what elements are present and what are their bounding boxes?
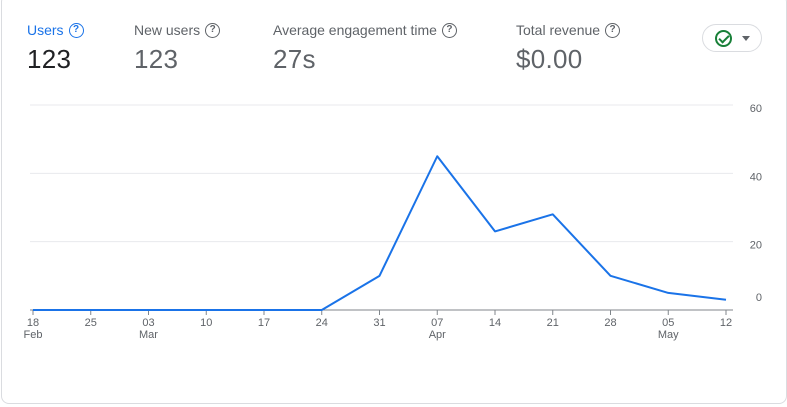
- metric-value-users: 123: [27, 44, 72, 74]
- x-tick-label: 21: [547, 317, 559, 329]
- y-tick-label: 0: [756, 292, 762, 304]
- help-icon[interactable]: ?: [68, 22, 84, 38]
- x-tick-label: 28: [604, 317, 616, 329]
- metric-value-new-users: 123: [134, 44, 179, 74]
- metric-value-total-revenue: $0.00: [516, 44, 583, 74]
- metric-label-new-users: New users: [134, 22, 201, 38]
- x-tick-label: 05: [662, 317, 674, 329]
- x-tick-month-label: Apr: [429, 329, 446, 341]
- x-tick-label: 03: [142, 317, 154, 329]
- metric-tab-new-users[interactable]: New users ? 123: [134, 20, 221, 75]
- users-series-line: [33, 155, 727, 311]
- check-circle-icon: [714, 29, 732, 47]
- x-tick-label: 18: [27, 317, 39, 329]
- x-tick-month-label: Feb: [24, 329, 43, 341]
- x-tick-label: 10: [200, 317, 212, 329]
- metric-tab-total-revenue[interactable]: Total revenue ? $0.00: [516, 20, 621, 75]
- x-tick-label: 12: [720, 317, 732, 329]
- metric-label-average-engagement-time: Average engagement time: [273, 22, 437, 38]
- x-tick-label: 14: [489, 317, 501, 329]
- x-tick-label: 25: [85, 317, 97, 329]
- caret-down-icon: [741, 35, 750, 41]
- x-tick-month-label: Mar: [139, 329, 158, 341]
- help-icon[interactable]: ?: [605, 22, 621, 38]
- comparison-menu-button[interactable]: [702, 24, 762, 52]
- help-icon[interactable]: ?: [205, 22, 221, 38]
- metric-label-total-revenue: Total revenue: [516, 22, 601, 38]
- metric-tab-users[interactable]: Users ? 123: [27, 20, 84, 75]
- help-icon[interactable]: ?: [441, 22, 457, 38]
- metric-tab-average-engagement-time[interactable]: Average engagement time ? 27s: [273, 20, 457, 75]
- y-tick-label: 60: [750, 103, 762, 115]
- metric-label-users: Users: [27, 22, 64, 38]
- metric-value-average-engagement-time: 27s: [273, 44, 316, 74]
- y-tick-label: 40: [750, 171, 762, 183]
- x-tick-label: 17: [258, 317, 270, 329]
- x-tick-label: 24: [316, 317, 328, 329]
- x-tick-month-label: May: [658, 329, 679, 341]
- x-tick-label: 31: [373, 317, 385, 329]
- y-tick-label: 20: [750, 240, 762, 252]
- x-tick-label: 07: [431, 317, 443, 329]
